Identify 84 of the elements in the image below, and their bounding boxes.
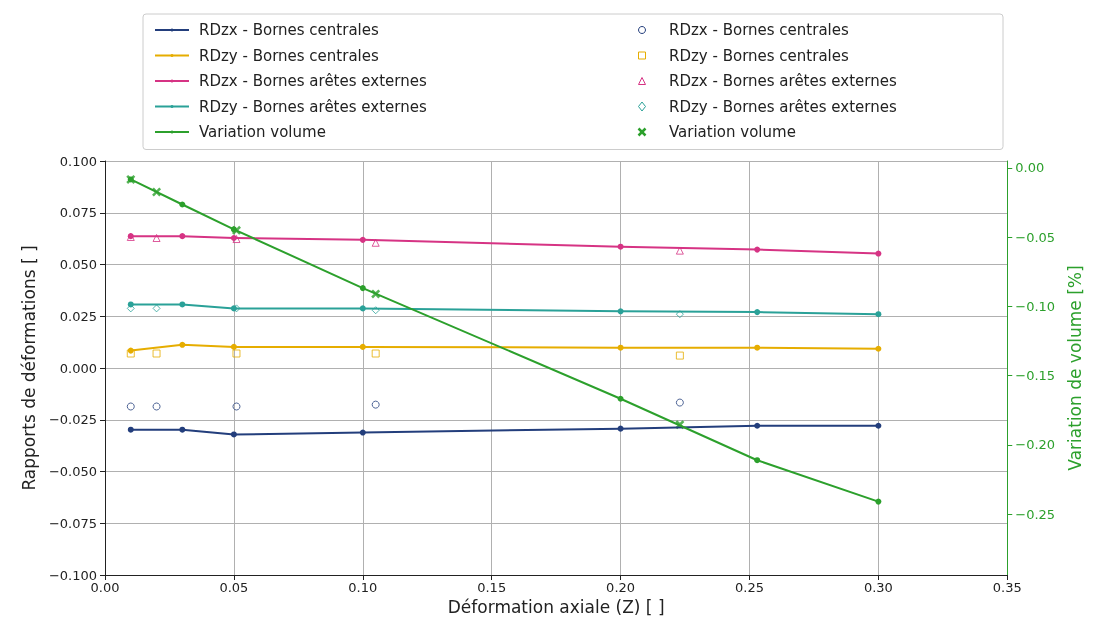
x-tick-label: 0.00 <box>90 580 120 595</box>
legend-label: RDzy - Bornes arêtes externes <box>199 97 427 116</box>
y-tick-label: 0.000 <box>59 360 97 376</box>
point <box>371 306 380 315</box>
legend-label: RDzx - Bornes centrales <box>669 21 849 39</box>
point <box>152 349 161 358</box>
legend-label: RDzy - Bornes centrales <box>669 46 849 65</box>
point <box>127 301 134 308</box>
point <box>230 226 237 233</box>
y-tick-label: 0.050 <box>59 257 97 272</box>
y-tick-label: 0.025 <box>59 308 97 324</box>
y-tick-label: −0.075 <box>48 515 97 531</box>
point <box>359 285 366 292</box>
point <box>754 246 761 253</box>
point <box>875 345 882 352</box>
y-tick-label: −0.050 <box>48 464 97 479</box>
y-tick-label: −0.025 <box>48 412 97 428</box>
point <box>675 310 684 319</box>
point <box>127 347 134 354</box>
point <box>127 426 134 433</box>
x-tick-label: 0.20 <box>606 580 636 595</box>
point <box>359 236 366 243</box>
point <box>230 431 237 438</box>
y2-tick-label: −0.25 <box>1015 506 1056 522</box>
x-tick-label: 0.35 <box>992 580 1022 595</box>
x-tick-label: 0.30 <box>863 580 893 595</box>
y-tick-label: 0.100 <box>59 153 97 169</box>
point <box>152 402 161 411</box>
y-tick-label: −0.100 <box>48 567 97 583</box>
point <box>371 349 380 358</box>
point <box>232 402 241 411</box>
y-axis-title: Rapports de déformations [ ] <box>18 245 39 491</box>
legend-label: RDzx - Bornes arêtes externes <box>669 72 897 90</box>
point <box>754 309 761 316</box>
y2-axis-title: Variation de volume [%] <box>1064 265 1085 471</box>
y2-tick-label: −0.10 <box>1015 298 1056 314</box>
point <box>875 422 882 429</box>
x-tick-label: 0.05 <box>219 580 249 595</box>
y2-tick-label: 0.00 <box>1015 160 1045 176</box>
point <box>179 341 186 348</box>
legend-label: Variation volume <box>199 123 326 141</box>
point <box>617 425 624 432</box>
legend-label: RDzy - Bornes centrales <box>199 46 379 65</box>
point <box>126 349 135 358</box>
legend-label: RDzy - Bornes arêtes externes <box>669 97 897 116</box>
point <box>617 308 624 315</box>
legend-label: RDzx - Bornes arêtes externes <box>199 72 427 90</box>
x-axis-title: Déformation axiale (Z) [ ] <box>447 597 665 618</box>
point <box>754 457 761 464</box>
point <box>179 301 186 308</box>
x-tick-label: 0.10 <box>348 580 378 595</box>
y2-tick-label: −0.15 <box>1015 368 1056 384</box>
point <box>617 344 624 351</box>
point <box>359 343 366 350</box>
x-tick-label: 0.25 <box>735 580 764 595</box>
y2-tick-label: −0.05 <box>1015 229 1056 245</box>
x-tick-label: 0.15 <box>477 580 507 595</box>
point <box>359 429 366 436</box>
legend-label: RDzx - Bornes centrales <box>199 21 379 39</box>
point <box>675 351 684 360</box>
y2-tick-label: −0.20 <box>1015 437 1056 453</box>
point <box>675 398 684 407</box>
point <box>754 422 761 429</box>
point <box>371 238 380 247</box>
point <box>232 235 241 244</box>
point <box>230 235 237 241</box>
y-tick-label: 0.075 <box>59 205 97 221</box>
point <box>152 234 161 242</box>
point <box>359 305 366 312</box>
legend-label: Variation volume <box>669 123 796 141</box>
point <box>126 402 135 411</box>
point <box>152 304 161 313</box>
point <box>371 400 380 409</box>
point <box>230 305 237 312</box>
point <box>230 343 237 350</box>
point <box>754 344 761 351</box>
point <box>179 426 186 433</box>
point <box>617 243 624 250</box>
point <box>617 395 624 402</box>
point <box>875 311 882 318</box>
point <box>875 498 882 505</box>
point <box>232 349 241 358</box>
point <box>179 233 186 240</box>
point <box>875 250 882 257</box>
